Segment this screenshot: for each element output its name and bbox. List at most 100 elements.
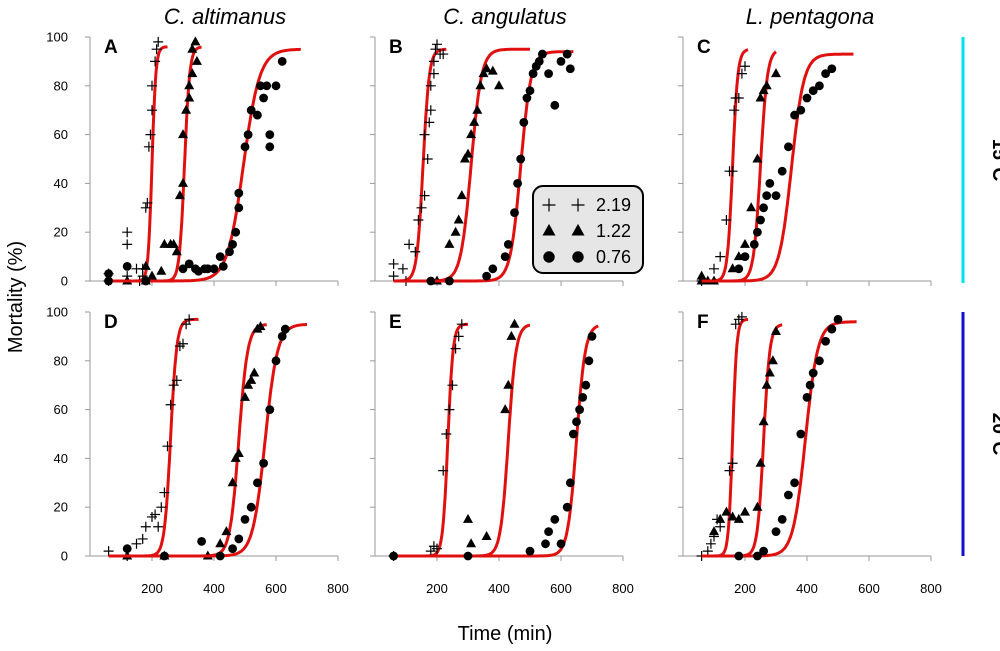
legend-marker-triangle [542,223,556,236]
data-point-circle [562,49,572,59]
data-point-circle [777,515,787,524]
data-point-triangle [171,246,182,256]
data-point-triangle [740,506,750,516]
data-point-plus [456,319,467,330]
data-point-triangle [181,104,192,114]
data-point-circle [513,179,522,188]
data-point-circle [821,336,830,346]
data-point-triangle [463,513,473,523]
data-point-triangle [709,526,719,536]
data-point-circle [259,458,268,468]
data-point-plus [159,487,170,498]
data-point-circle [784,142,793,152]
data-point-circle [753,551,762,561]
data-point-circle [265,405,275,414]
data-point-circle [231,227,241,237]
data-point-triangle [466,129,477,139]
legend-marker-plus [571,198,585,212]
data-point-triangle [503,379,514,389]
data-point-circle [587,332,597,341]
panel-letter-a: A [104,37,118,58]
data-point-circle [525,546,535,556]
data-point-plus [162,441,173,452]
data-point-circle [262,81,272,91]
data-point-circle [734,264,744,274]
data-point-plus [131,538,142,549]
legend-marker-plus [542,198,556,212]
data-point-circle [808,86,818,96]
data-point-triangle [771,68,781,78]
data-point-plus [422,154,433,164]
data-point-circle [569,429,578,439]
data-point-circle [565,478,575,488]
panel-letter-d: D [104,312,118,333]
x-tick-label: 400 [488,581,510,596]
panel-e: 200 400 600 800 E [370,311,634,596]
panel-c: C [678,36,932,286]
data-point-triangle [761,379,772,389]
data-point-plus [444,404,455,415]
data-point-circle [197,536,207,546]
data-point-plus [715,521,726,532]
fit-curve-0-76 [392,324,600,558]
y-tick-label: 100 [46,30,68,45]
data-point-triangle [466,538,477,548]
y-tick-label: 40 [54,176,68,191]
data-point-circle [790,478,799,488]
data-point-circle [215,551,225,561]
data-point-circle [562,502,572,512]
legend-markers [542,198,585,263]
data-point-triangle [156,265,167,275]
y-tick-label: 60 [54,127,68,142]
data-point-circle [522,93,532,103]
data-point-circle [265,142,275,152]
data-point-triangle [487,65,498,75]
data-point-circle [253,110,262,120]
data-point-triangle [459,153,470,163]
data-point-plus [147,80,157,91]
data-point-triangle [771,326,781,336]
data-point-circle [556,57,566,66]
data-point-circle [516,154,526,164]
fit-curve-1-22 [392,323,531,558]
data-point-triangle [230,452,241,462]
data-point-circle [784,490,793,500]
data-point-triangle [481,63,492,73]
data-point-circle [218,261,228,271]
data-point-plus [453,331,464,342]
fit-curve-0-76 [107,47,302,283]
data-point-triangle [255,321,266,331]
data-point-circle [228,240,238,249]
data-point-circle [122,261,132,271]
data-point-circle [240,142,250,152]
data-point-circle [777,166,787,176]
data-point-circle [240,515,250,524]
data-point-plus [397,263,408,274]
fit-curve-2-19 [107,45,169,283]
x-tick-label: 600 [858,581,880,596]
data-point-circle [740,252,750,261]
data-point-plus [715,251,726,262]
data-point-triangle [243,379,254,389]
data-point-plus [140,521,151,532]
data-point-circle [259,93,268,103]
data-point-circle [184,259,194,269]
data-point-triangle [221,526,232,536]
data-point-plus [122,227,133,238]
data-point-circle [488,264,498,274]
data-point-plus [721,215,732,225]
y-tick-label: 20 [54,500,68,515]
data-point-plus [404,239,415,250]
data-point-plus [441,429,452,439]
data-point-plus [413,215,424,225]
data-point-triangle [178,129,188,139]
y-tick-label: 100 [46,305,68,320]
data-point-triangle [478,68,489,78]
data-point-plus [424,117,435,128]
data-point-triangle [227,477,238,487]
data-point-circle [426,276,436,286]
data-point-plus [425,105,436,116]
data-point-plus [153,36,164,47]
data-point-triangle [761,80,772,90]
